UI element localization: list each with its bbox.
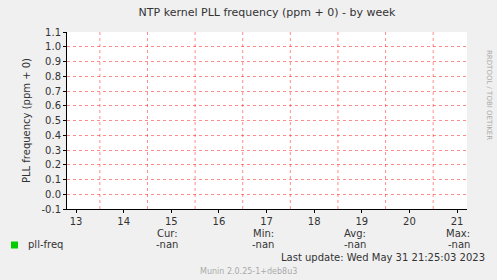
- svg-text:0.5: 0.5: [45, 115, 61, 126]
- svg-text:Cur:: Cur:: [157, 228, 178, 239]
- svg-text:Min:: Min:: [253, 228, 274, 239]
- svg-text:18: 18: [308, 216, 321, 227]
- svg-text:RRDTOOL / TOBI OETIKER: RRDTOOL / TOBI OETIKER: [485, 50, 493, 140]
- svg-text:-nan: -nan: [344, 239, 366, 250]
- svg-text:PLL frequency (ppm + 0): PLL frequency (ppm + 0): [21, 58, 32, 183]
- svg-text:14: 14: [117, 216, 130, 227]
- svg-text:0.0: 0.0: [45, 189, 61, 200]
- svg-text:pll-freq: pll-freq: [28, 239, 63, 250]
- svg-text:Max:: Max:: [446, 228, 470, 239]
- svg-text:15: 15: [165, 216, 178, 227]
- svg-text:17: 17: [260, 216, 273, 227]
- svg-text:1.0: 1.0: [45, 41, 61, 52]
- svg-text:NTP kernel PLL frequency (ppm: NTP kernel PLL frequency (ppm + 0) - by …: [139, 6, 396, 19]
- svg-text:0.9: 0.9: [45, 56, 61, 67]
- svg-text:13: 13: [70, 216, 83, 227]
- svg-text:19: 19: [355, 216, 368, 227]
- svg-text:0.4: 0.4: [45, 130, 61, 141]
- svg-text:Munin 2.0.25-1+deb8u3: Munin 2.0.25-1+deb8u3: [200, 267, 297, 276]
- svg-text:0.3: 0.3: [45, 145, 61, 156]
- svg-text:1.1: 1.1: [45, 27, 61, 38]
- svg-text:-0.1: -0.1: [41, 204, 61, 215]
- svg-text:0.6: 0.6: [45, 100, 61, 111]
- svg-text:21: 21: [451, 216, 464, 227]
- svg-text:Last update: Wed May 31 21:25:: Last update: Wed May 31 21:25:03 2023: [281, 252, 485, 263]
- svg-text:-nan: -nan: [448, 239, 470, 250]
- svg-text:0.1: 0.1: [45, 174, 61, 185]
- svg-text:0.8: 0.8: [45, 71, 61, 82]
- svg-text:Avg:: Avg:: [344, 228, 366, 239]
- svg-text:-nan: -nan: [252, 239, 274, 250]
- svg-text:-nan: -nan: [156, 239, 178, 250]
- svg-text:0.2: 0.2: [45, 159, 61, 170]
- svg-text:0.7: 0.7: [45, 86, 61, 97]
- svg-text:20: 20: [403, 216, 416, 227]
- svg-text:16: 16: [213, 216, 226, 227]
